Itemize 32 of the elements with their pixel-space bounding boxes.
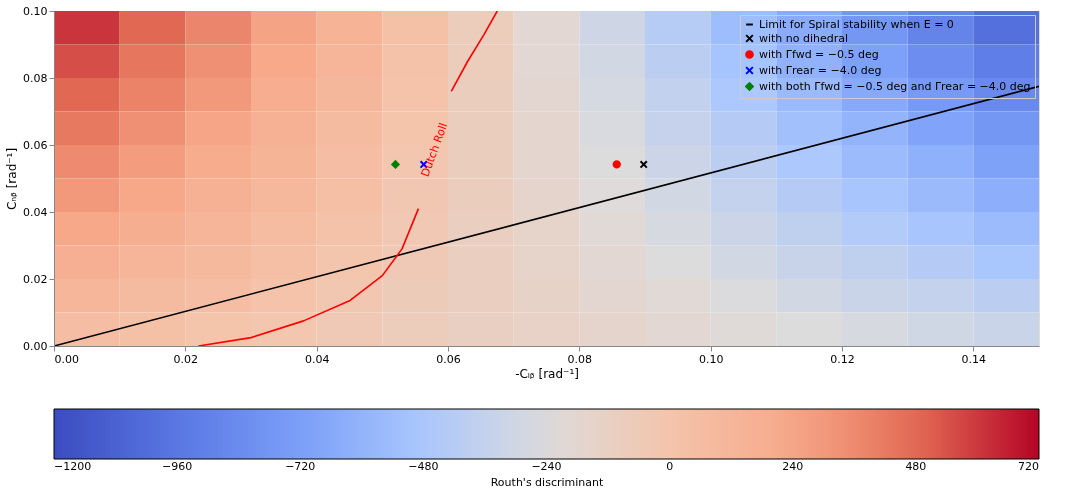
- color-bar-label: −240: [531, 460, 562, 473]
- color-bar-title: Routh's discriminant: [490, 476, 604, 489]
- y-tick-label: 0.00: [23, 339, 48, 353]
- x-tick-label: 0.12: [830, 352, 855, 366]
- legend-label: with Γrear = −4.0 deg: [759, 63, 882, 77]
- x-axis-title: -Cₗᵦ [rad⁻¹]: [515, 366, 579, 381]
- legend-label: Limit for Spiral stability when E = 0: [759, 17, 954, 31]
- x-tick-label: 0.00: [54, 352, 79, 366]
- y-tick-label: 0.04: [23, 205, 48, 219]
- annotation: Dutch Roll: [418, 121, 451, 179]
- y-tick-label: 0.06: [23, 138, 48, 152]
- x-tick-label: 0.04: [304, 352, 330, 366]
- x-tick-label: 0.08: [567, 352, 593, 366]
- legend-label: with both Γfwd = −0.5 deg and Γrear = −4.0 deg: [759, 79, 1031, 93]
- color-bar-label: 480: [905, 460, 927, 473]
- color-bar-label: 0: [666, 460, 674, 473]
- color-bar-label: −1200: [54, 460, 92, 473]
- color-bar-label: 720: [1018, 460, 1039, 473]
- color-bar-label: −720: [285, 460, 316, 473]
- y-tick-label: 0.10: [23, 4, 48, 18]
- x-tick-label: 0.06: [436, 352, 461, 366]
- legend-label: with no dihedral: [759, 31, 849, 45]
- color-bar-label: 240: [782, 460, 804, 473]
- x-tick-label: 0.10: [698, 352, 724, 366]
- y-axis-title: Cₙᵦ [rad⁻¹]: [5, 147, 20, 211]
- x-tick-label: 0.02: [173, 352, 199, 366]
- x-tick-label: 0.14: [961, 352, 987, 366]
- color-bar-label: −480: [408, 460, 439, 473]
- color-bar-label: −960: [162, 460, 193, 473]
- legend-label: with Γfwd = −0.5 deg: [759, 47, 879, 61]
- y-tick-label: 0.02: [23, 272, 48, 286]
- y-tick-label: 0.08: [23, 71, 48, 85]
